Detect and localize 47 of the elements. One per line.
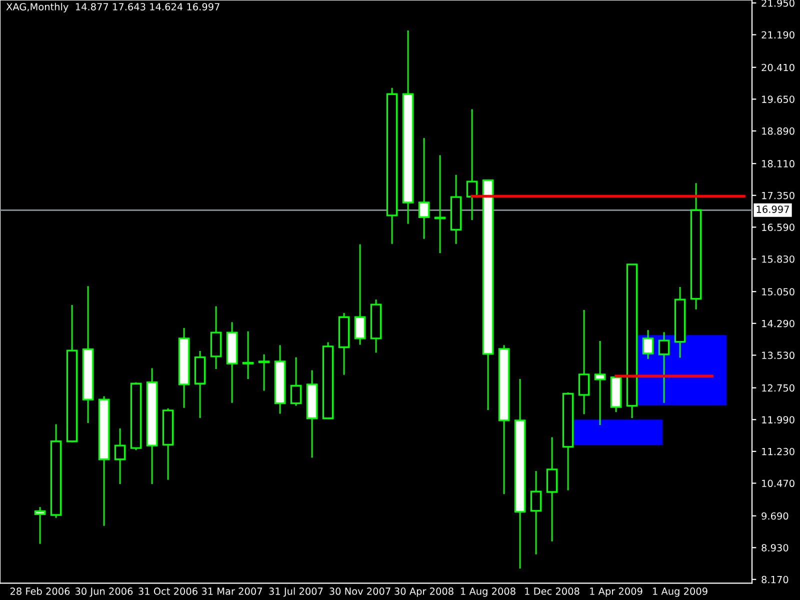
candlestick	[578, 309, 590, 415]
x-tick-label: 30 Nov 2007	[330, 588, 390, 595]
y-tick-label: 9.690	[762, 512, 788, 520]
y-tick-label: 18.890	[762, 127, 794, 135]
candlestick	[642, 329, 654, 360]
y-tick-label: 15.050	[762, 288, 794, 296]
x-tick-label: 31 Oct 2006	[138, 588, 198, 595]
y-tick-label: 8.930	[762, 544, 788, 552]
candlestick	[594, 340, 606, 426]
y-tick-label: 16.590	[762, 224, 794, 232]
candlestick	[210, 306, 222, 370]
x-tick-label: 1 Dec 2008	[525, 588, 580, 595]
candlestick	[242, 330, 254, 380]
y-tick-label: 17.350	[762, 192, 794, 200]
y-tick-label: 20.410	[762, 64, 794, 72]
candlestick	[114, 428, 126, 485]
y-tick-label: 11.230	[762, 448, 794, 456]
x-tick-label: 31 Jul 2007	[269, 587, 323, 597]
x-tick-label: 1 Aug 2009	[653, 588, 708, 597]
y-tick-label: 19.650	[762, 96, 794, 103]
candlestick	[290, 356, 302, 407]
y-tick-label: 18.110	[762, 160, 794, 168]
chart-title: XAG,Monthly 14.877 17.643 14.624 16.997	[6, 2, 220, 12]
y-tick-label: 14.290	[762, 320, 794, 328]
x-tick-label: 1 Apr 2009	[590, 588, 642, 597]
y-tick-label: 12.750	[762, 384, 794, 392]
x-tick-label: 1 Aug 2008	[461, 588, 516, 597]
candlestick	[34, 506, 46, 545]
candlestick	[658, 331, 670, 404]
candlestick	[418, 137, 430, 240]
candlestick	[434, 154, 446, 254]
y-tick-label: 15.830	[762, 255, 794, 263]
x-tick-label: 28 Feb 2006	[10, 587, 70, 595]
candlestick	[546, 436, 558, 542]
candlestick	[530, 470, 542, 556]
candlestick	[354, 244, 366, 346]
y-tick-label: 10.470	[762, 480, 794, 488]
ref-line-label: 16.997	[756, 206, 789, 213]
y-tick-label: 8.170	[762, 576, 788, 584]
y-tick-label: 13.530	[762, 352, 794, 360]
y-tick-label: 11.990	[762, 416, 794, 424]
candlestick	[466, 108, 478, 221]
x-tick-label: 30 Apr 2008	[394, 588, 454, 597]
y-tick-label: 21.190	[762, 31, 794, 39]
x-tick-label: 30 Jun 2006	[76, 588, 133, 597]
x-tick-label: 31 Mar 2007	[202, 588, 262, 595]
candlestick	[258, 354, 270, 392]
